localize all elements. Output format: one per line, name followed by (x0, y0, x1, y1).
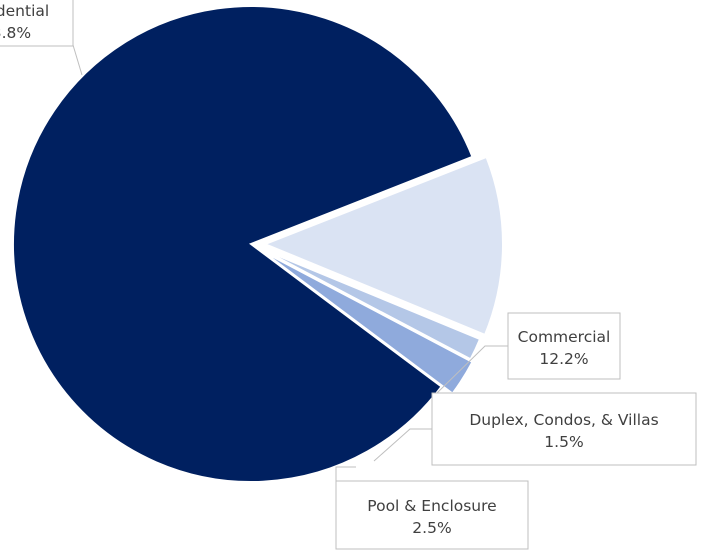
callout-leaders (72, 44, 508, 481)
callout-commercial: Commercial 12.2% (507, 312, 621, 380)
category-label-duplex-condos-villas: Duplex, Condos, & Villas (469, 411, 658, 429)
callout-labels: Residential 83.8% Commercial 12.2% Duplex, C… (0, 0, 697, 550)
callout-box-pool-enclosure (335, 480, 529, 550)
percent-label-pool-enclosure: 2.5% (412, 519, 451, 537)
pie-slice-commercial (262, 155, 504, 337)
leader-line-commercial (436, 345, 508, 394)
pie-slice-duplex-condos-villas (259, 247, 482, 361)
callout-residential: Residential 83.8% (0, 0, 74, 47)
percent-label-duplex-condos-villas: 1.5% (544, 433, 583, 451)
pie-slice-residential (12, 5, 474, 483)
category-label-residential: Residential (0, 2, 49, 20)
percent-label-residential: 83.8% (0, 24, 31, 42)
callout-box-commercial (507, 312, 621, 380)
callout-duplex-condos-villas: Duplex, Condos, & Villas 1.5% (431, 392, 697, 466)
percent-label-commercial: 12.2% (539, 350, 588, 368)
leader-line-duplex-condos-villas (373, 428, 432, 462)
category-label-commercial: Commercial (518, 328, 611, 346)
callout-pool-enclosure: Pool & Enclosure 2.5% (335, 480, 529, 550)
category-label-pool-enclosure: Pool & Enclosure (367, 497, 496, 515)
callout-box-residential (0, 0, 74, 47)
pie-slices (12, 5, 504, 483)
callout-box-duplex-condos-villas (431, 392, 697, 466)
leader-line-residential (72, 44, 83, 76)
leader-line-pool-enclosure (335, 466, 356, 481)
